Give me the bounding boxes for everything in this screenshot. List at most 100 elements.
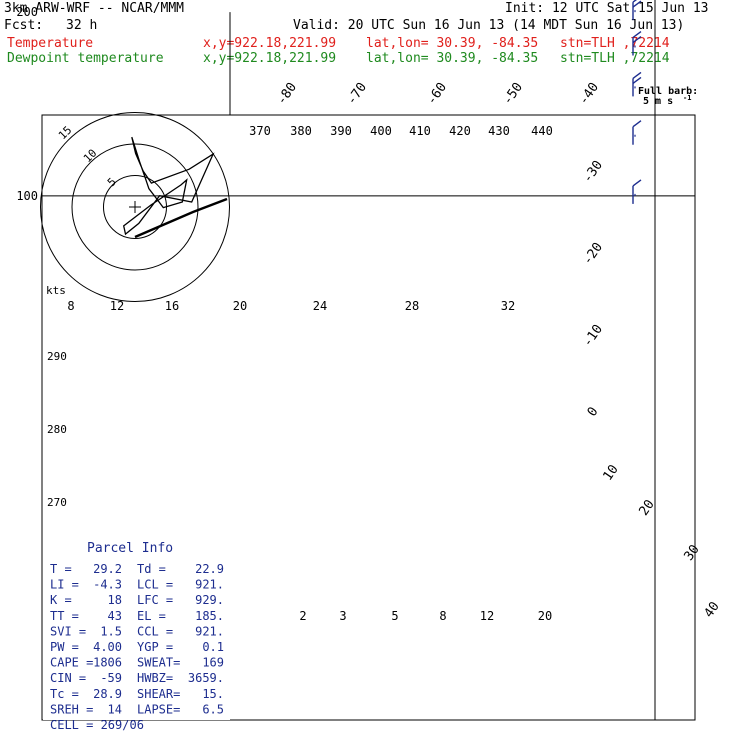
- temperature-latlon: lat,lon= 30.39, -84.35: [366, 36, 539, 51]
- dewpoint-latlon: lat,lon= 30.39, -84.35: [366, 51, 539, 66]
- theta-label: 410: [409, 124, 431, 138]
- wind-barb-flag: [632, 35, 642, 44]
- parcel-row-value-a: 43: [108, 609, 122, 623]
- parcel-row-value-b: 0.1: [202, 640, 224, 654]
- barb-legend-line2: 5 m s: [643, 96, 673, 107]
- parcel-row-value-a: 18: [108, 593, 122, 607]
- parcel-row-label-a: CIN =: [50, 671, 86, 685]
- parcel-row-value-a: -59: [100, 671, 122, 685]
- parcel-row-label-a: LI =: [50, 578, 79, 592]
- hodograph-ring: [71, 143, 199, 271]
- theta-w-label: 290: [47, 350, 67, 363]
- parcel-row-value-b: 921.: [195, 578, 224, 592]
- parcel-row-value-a: 1806: [93, 656, 122, 670]
- mixing-ratio-lower-label: 20: [538, 609, 552, 623]
- dewpoint-station: stn=TLH ,72214: [560, 51, 670, 66]
- parcel-cell: CELL = 269/06: [50, 718, 144, 732]
- temperature-axis-label: -40: [576, 80, 602, 108]
- wind-barb-flag: [632, 76, 642, 84]
- forecast-label: Fcst:: [4, 18, 44, 33]
- theta-label: 440: [531, 124, 553, 138]
- hodograph-units-label: kts: [46, 284, 66, 297]
- barb-legend-superscript: -1: [683, 94, 691, 102]
- wind-barb-flag: [632, 0, 637, 3]
- init-time: Init: 12 UTC Sat 15 Jun 13: [505, 1, 709, 16]
- parcel-row-value-a: 28.9: [93, 687, 122, 701]
- theta-label: 430: [488, 124, 510, 138]
- theta-label: 370: [249, 124, 271, 138]
- hodograph-trace: [122, 136, 215, 236]
- parcel-row-value-b: 929.: [195, 593, 224, 607]
- mixing-ratio-label: 24: [313, 299, 327, 313]
- temperature-axis-label: -10: [580, 322, 606, 350]
- mixing-ratio-lower-label: 3: [339, 609, 346, 623]
- mixing-ratio-label: 20: [233, 299, 247, 313]
- parcel-row-label-b: SWEAT=: [137, 656, 180, 670]
- parcel-row-value-a: -4.3: [93, 578, 122, 592]
- pressure-tick-label: 100: [16, 189, 38, 203]
- parcel-row-label-a: TT =: [50, 609, 79, 623]
- mixing-ratio-lower-label: 2: [299, 609, 306, 623]
- parcel-row-label-b: LFC =: [137, 593, 173, 607]
- temperature-axis-label: 40: [701, 599, 722, 620]
- parcel-row-label-a: CAPE =: [50, 656, 93, 670]
- forecast-hour: 32 h: [66, 18, 98, 33]
- valid-time: Valid: 20 UTC Sun 16 Jun 13 (14 MDT Sun …: [293, 18, 685, 33]
- parcel-row-value-b: 169: [202, 656, 224, 670]
- parcel-row-value-a: 1.5: [100, 624, 122, 638]
- theta-label: 420: [449, 124, 471, 138]
- parcel-row-value-a: 14: [108, 702, 122, 716]
- wind-barb-flag: [632, 71, 642, 79]
- hodograph-ring-label: 15: [56, 124, 75, 143]
- mixing-ratio-label: 12: [110, 299, 124, 313]
- wind-barb-flag: [632, 179, 642, 187]
- wind-barb-flag: [632, 0, 642, 8]
- parcel-row-label-b: SHEAR=: [137, 687, 180, 701]
- barb-legend-line1: Full barb:: [638, 86, 698, 97]
- parcel-row-label-a: K =: [50, 593, 72, 607]
- parcel-row-label-a: Tc =: [50, 687, 79, 701]
- parcel-row-value-b: 3659.: [188, 671, 224, 685]
- temperature-axis-label: -80: [274, 80, 300, 108]
- plot-frame: [41, 114, 696, 721]
- temperature-axis-label: 20: [636, 497, 657, 518]
- hodograph-ring-label: 10: [81, 147, 100, 166]
- parcel-row-label-b: LAPSE=: [137, 702, 180, 716]
- parcel-row-label-b: YGP =: [137, 640, 173, 654]
- parcel-row-label-b: CCL =: [137, 624, 173, 638]
- parcel-row-label-b: Td =: [137, 562, 166, 576]
- parcel-title: Parcel Info: [87, 541, 173, 556]
- dewpoint-legend: Dewpoint temperature: [7, 51, 164, 66]
- mixing-ratio-label: 28: [405, 299, 419, 313]
- temperature-legend: Temperature: [7, 36, 94, 51]
- parcel-row-value-a: 4.00: [93, 640, 122, 654]
- hodograph-ring: [40, 112, 230, 302]
- theta-label: 390: [330, 124, 352, 138]
- wind-barb-flag: [632, 120, 642, 128]
- parcel-row-label-b: LCL =: [137, 578, 173, 592]
- parcel-row-label-a: SVI =: [50, 624, 86, 638]
- theta-w-label: 270: [47, 496, 67, 509]
- parcel-row-label-a: T =: [50, 562, 72, 576]
- temperature-axis-label: 0: [585, 404, 602, 419]
- pressure-tick-label: 200: [16, 5, 38, 19]
- temperature-axis-label: 30: [681, 542, 702, 563]
- theta-label: 400: [370, 124, 392, 138]
- model-name: 3km ARW-WRF -- NCAR/MMM: [4, 1, 185, 16]
- parcel-row-value-b: 921.: [195, 624, 224, 638]
- theta-label: 380: [290, 124, 312, 138]
- temperature-station: stn=TLH ,72214: [560, 36, 670, 51]
- parcel-row-label-b: HWBZ=: [137, 671, 173, 685]
- temperature-xy: x,y=922.18,221.99: [203, 36, 337, 51]
- mixing-ratio-label: 16: [165, 299, 179, 313]
- mixing-ratio-label: 8: [67, 299, 74, 313]
- temperature-axis-label: 10: [600, 462, 621, 483]
- parcel-row-value-b: 6.5: [202, 702, 224, 716]
- wind-barb-flag: [632, 30, 642, 39]
- parcel-row-label-a: SREH =: [50, 702, 93, 716]
- mixing-ratio-lower-label: 12: [480, 609, 494, 623]
- dewpoint-xy: x,y=922.18,221.99: [203, 51, 337, 66]
- mixing-ratio-lower-label: 5: [391, 609, 398, 623]
- hodograph-ring-label: 5: [105, 175, 119, 189]
